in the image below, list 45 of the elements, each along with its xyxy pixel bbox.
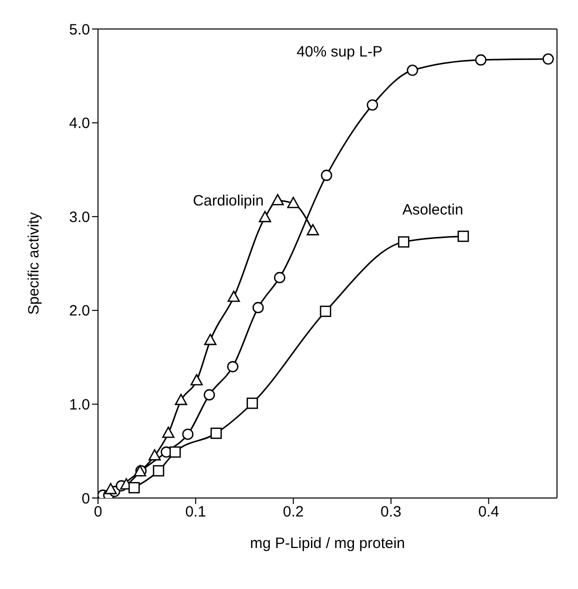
point	[227, 361, 238, 372]
y-tick-label: 4.0	[69, 115, 90, 132]
x-tick-label: 0.4	[478, 504, 500, 521]
x-axis-title: mg P-Lipid / mg protein	[250, 535, 406, 552]
point	[210, 428, 222, 439]
point	[148, 449, 161, 460]
x-tick-label: 0.3	[380, 504, 402, 521]
point	[258, 210, 272, 222]
series-label: Asolectin	[402, 201, 464, 218]
point	[174, 394, 188, 406]
y-tick-label: 2.0	[69, 302, 90, 320]
x-tick-label: 0.2	[282, 504, 304, 521]
point	[246, 398, 258, 409]
point	[104, 482, 117, 494]
point	[475, 54, 486, 66]
point	[366, 99, 378, 111]
point	[398, 236, 410, 248]
series-label: Cardiolipin	[192, 192, 264, 210]
y-tick-label: 0	[82, 490, 90, 508]
point	[406, 64, 418, 76]
point	[320, 170, 332, 181]
point	[204, 389, 215, 400]
point	[228, 290, 240, 302]
point	[170, 446, 181, 458]
point	[252, 302, 264, 314]
point	[542, 53, 554, 65]
point	[272, 194, 284, 206]
point	[320, 306, 332, 317]
x-tick-label: 0.1	[185, 504, 206, 521]
series-label: 40% sup L-P	[296, 43, 382, 60]
point	[152, 465, 164, 476]
y-tick-label: 5.0	[69, 21, 90, 38]
y-axis-title: Specific activity	[25, 212, 42, 315]
point	[274, 272, 286, 284]
point	[204, 334, 216, 346]
y-tick-label: 3.0	[69, 208, 90, 226]
point	[458, 230, 469, 242]
point	[190, 374, 203, 386]
point	[162, 426, 174, 438]
x-tick-label: 0	[94, 504, 102, 521]
point	[128, 482, 140, 494]
y-tick-label: 1.0	[69, 396, 90, 414]
point	[182, 428, 194, 440]
point	[287, 196, 300, 208]
point	[306, 224, 319, 236]
